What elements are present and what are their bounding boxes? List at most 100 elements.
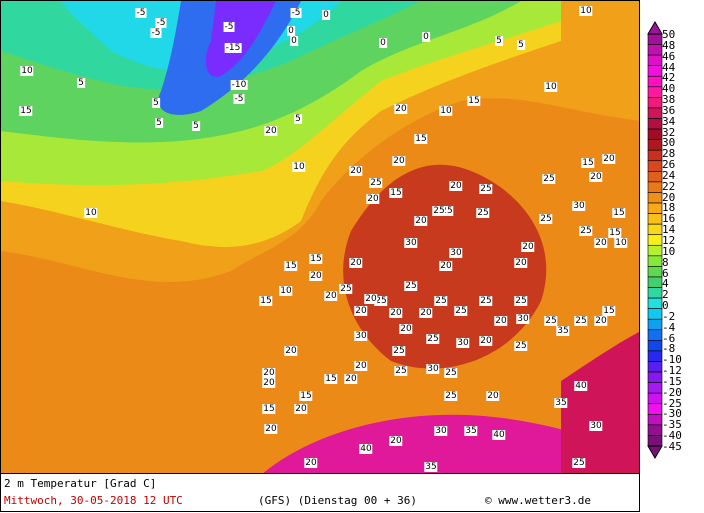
temperature-label: 20 (594, 316, 608, 326)
temperature-label: 20 (354, 361, 368, 371)
legend-tick: 18 (662, 201, 676, 215)
temperature-label: -15 (224, 43, 242, 53)
temperature-label: 25 (394, 366, 408, 376)
legend-tick: 4 (662, 277, 669, 291)
legend-tick: 30 (662, 136, 676, 150)
legend-tick: 28 (662, 147, 676, 161)
legend-swatch (647, 234, 663, 246)
temperature-label: 30 (516, 314, 530, 324)
temperature-label: 15 (284, 261, 298, 271)
temperature-label: 20 (392, 156, 406, 166)
temperature-label: 25 (454, 306, 468, 316)
valid-time: Mittwoch, 30-05-2018 12 UTC (4, 494, 183, 507)
legend-swatch (647, 149, 663, 162)
legend-swatch (647, 287, 663, 299)
temperature-label: 15 (259, 296, 273, 306)
temperature-label: 25 (374, 296, 388, 306)
legend-tick: 2 (662, 288, 669, 302)
temperature-label: 5 (152, 98, 160, 108)
legend-tick: -2 (662, 309, 676, 323)
legend-arrow-top (647, 21, 663, 35)
temperature-label: 30 (404, 238, 418, 248)
temperature-label: 20 (354, 306, 368, 316)
temperature-map: -5 -5 -5 -5 0 0 -5 -15 -10 -5 0 5 0 0 5 5 10 10 5 5 10 5 5 20 10… (0, 0, 640, 474)
temperature-label: 20 (589, 172, 603, 182)
temperature-label: 25 (514, 341, 528, 351)
temperature-label: 20 (262, 378, 276, 388)
temperature-label: 15 (467, 96, 481, 106)
temperature-label: 20 (349, 258, 363, 268)
temperature-label: 25 (579, 226, 593, 236)
temperature-label: 30 (434, 426, 448, 436)
temperature-label: 35 (424, 462, 438, 472)
temperature-label: 5 (495, 36, 503, 46)
temperature-label: 20 (494, 316, 508, 326)
legend-tick: 50 (662, 28, 676, 41)
legend-tick: -20 (662, 385, 682, 399)
temperature-label: 20 (602, 154, 616, 164)
legend-swatch (647, 160, 663, 172)
temperature-label: 10 (279, 286, 293, 296)
temperature-label: 15 (602, 306, 616, 316)
temperature-label: 25 (369, 178, 383, 188)
legend-tick: 36 (662, 103, 676, 117)
temperature-label: 30 (426, 364, 440, 374)
temperature-label: 25 (574, 316, 588, 326)
temperature-label: 30 (354, 331, 368, 341)
temperature-label: 25 (479, 184, 493, 194)
map-footer: 2 m Temperatur [Grad C] Mittwoch, 30-05-… (0, 474, 640, 512)
legend-tick: 10 (662, 244, 676, 258)
temperature-label: 25 (476, 208, 490, 218)
temperature-label: 15 (389, 188, 403, 198)
legend-swatch (647, 118, 663, 130)
legend-swatch (647, 44, 663, 56)
legend-tick: -40 (662, 429, 682, 443)
temperature-label: 15 (19, 106, 33, 116)
legend-swatch (647, 65, 663, 77)
legend-tick: 0 (662, 299, 669, 313)
temperature-label: 20 (439, 261, 453, 271)
legend-tick: 44 (662, 60, 676, 74)
legend-swatch (647, 435, 663, 447)
legend-colorbar (647, 21, 663, 459)
legend-swatch (647, 350, 663, 362)
temperature-label: 0 (379, 38, 387, 48)
temperature-label: 35 (556, 326, 570, 336)
temperature-label: -5 (150, 28, 162, 38)
legend-swatch (647, 128, 663, 140)
temperature-label: 25 (444, 391, 458, 401)
legend-tick: 48 (662, 38, 676, 52)
temperature-label: 0 (287, 26, 295, 36)
temperature-label: 25 (539, 214, 553, 224)
temperature-label: 20 (262, 368, 276, 378)
temperature-label: 25 (432, 206, 446, 216)
temperature-label: -5 (135, 8, 147, 18)
legend-tick: 34 (662, 114, 676, 128)
temperature-label: 20 (389, 308, 403, 318)
legend-swatch (647, 255, 663, 267)
copyright: © www.wetter3.de (485, 494, 591, 507)
legend-tick: 16 (662, 212, 676, 226)
temperature-label: 35 (554, 398, 568, 408)
temperature-label: 25 (404, 281, 418, 291)
legend-tick: 40 (662, 82, 676, 96)
legend-swatch (647, 361, 663, 373)
temperature-label: 20 (486, 391, 500, 401)
temperature-label: -10 (230, 80, 248, 90)
legend-swatch (647, 329, 663, 341)
legend-tick: 26 (662, 158, 676, 172)
legend-swatch (647, 33, 663, 45)
temperature-label: 15 (299, 391, 313, 401)
temperature-label: 5 (192, 121, 200, 131)
temperature-label: 25 (444, 368, 458, 378)
temperature-label: 20 (479, 336, 493, 346)
temperature-label: 30 (449, 248, 463, 258)
legend-swatch (647, 107, 663, 119)
temperature-label: 20 (349, 166, 363, 176)
legend-tick: -35 (662, 418, 682, 432)
legend-tick: -45 (662, 440, 682, 453)
temperature-label: 25 (426, 334, 440, 344)
temperature-label: 20 (594, 238, 608, 248)
temperature-label: 10 (20, 66, 34, 76)
